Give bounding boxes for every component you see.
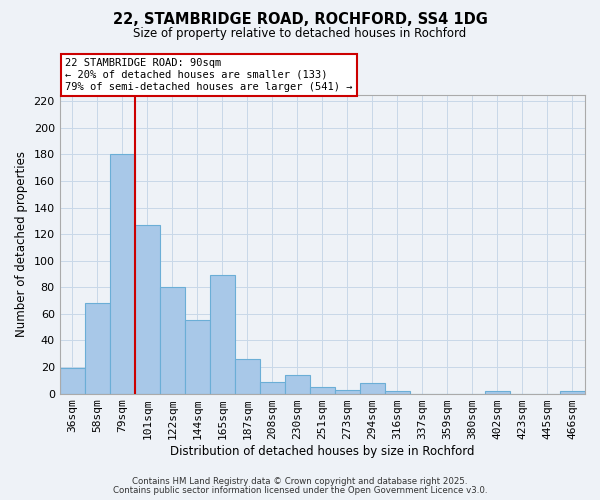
- Text: 22, STAMBRIDGE ROAD, ROCHFORD, SS4 1DG: 22, STAMBRIDGE ROAD, ROCHFORD, SS4 1DG: [113, 12, 487, 28]
- Bar: [560, 391, 585, 394]
- Bar: [59, 368, 85, 394]
- Text: Size of property relative to detached houses in Rochford: Size of property relative to detached ho…: [133, 28, 467, 40]
- Bar: [135, 225, 160, 394]
- Text: Contains HM Land Registry data © Crown copyright and database right 2025.: Contains HM Land Registry data © Crown c…: [132, 477, 468, 486]
- Bar: [85, 303, 110, 394]
- Y-axis label: Number of detached properties: Number of detached properties: [15, 151, 28, 337]
- Bar: [310, 387, 335, 394]
- X-axis label: Distribution of detached houses by size in Rochford: Distribution of detached houses by size …: [170, 444, 475, 458]
- Text: 22 STAMBRIDGE ROAD: 90sqm
← 20% of detached houses are smaller (133)
79% of semi: 22 STAMBRIDGE ROAD: 90sqm ← 20% of detac…: [65, 58, 352, 92]
- Bar: [185, 320, 210, 394]
- Text: Contains public sector information licensed under the Open Government Licence v3: Contains public sector information licen…: [113, 486, 487, 495]
- Bar: [335, 390, 360, 394]
- Bar: [210, 276, 235, 394]
- Bar: [360, 383, 385, 394]
- Bar: [160, 288, 185, 394]
- Bar: [110, 154, 135, 394]
- Bar: [235, 359, 260, 394]
- Bar: [260, 382, 285, 394]
- Bar: [485, 391, 510, 394]
- Bar: [285, 375, 310, 394]
- Bar: [385, 391, 410, 394]
